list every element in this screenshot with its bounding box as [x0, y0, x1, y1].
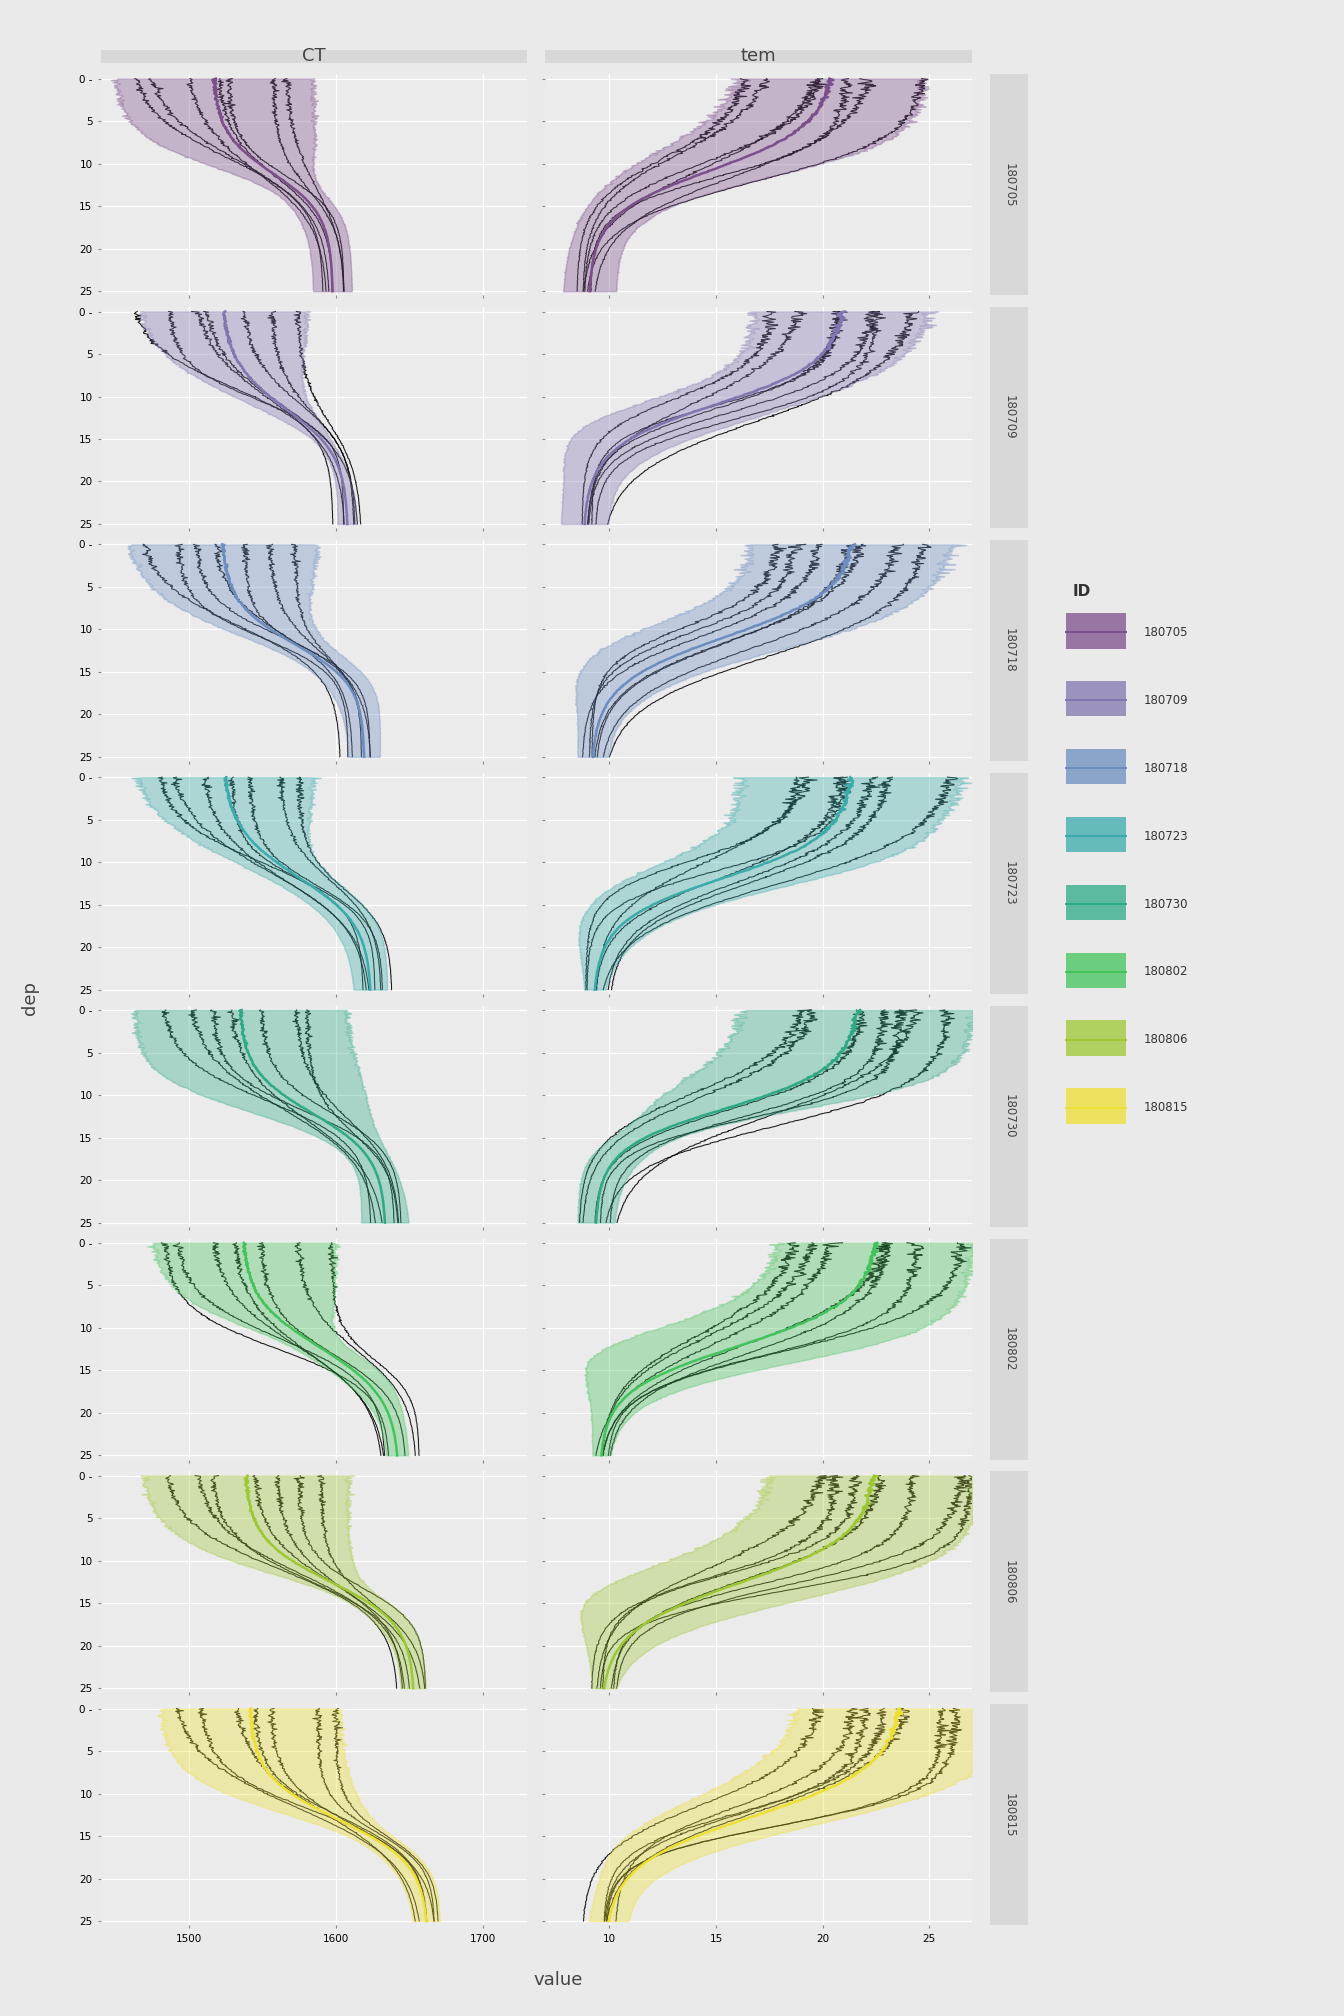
- Text: 180718: 180718: [1003, 629, 1016, 673]
- Text: 180730: 180730: [1003, 1095, 1016, 1139]
- Text: 180705: 180705: [1003, 163, 1016, 208]
- Text: 180718: 180718: [1144, 762, 1188, 774]
- Bar: [1066, 613, 1126, 649]
- Text: 180815: 180815: [1144, 1101, 1188, 1115]
- Text: ID: ID: [1073, 585, 1090, 599]
- Bar: [1066, 954, 1126, 988]
- Text: 180806: 180806: [1144, 1034, 1188, 1046]
- Bar: [1066, 1089, 1126, 1123]
- Text: 180709: 180709: [1144, 694, 1188, 708]
- Text: 180806: 180806: [1003, 1560, 1016, 1605]
- Text: 180802: 180802: [1003, 1327, 1016, 1371]
- Text: dep: dep: [20, 982, 39, 1014]
- Bar: [1066, 748, 1126, 784]
- Text: 180723: 180723: [1003, 861, 1016, 905]
- Text: value: value: [534, 1972, 582, 1988]
- Text: 180705: 180705: [1144, 625, 1188, 639]
- Bar: [1066, 1020, 1126, 1056]
- Text: 180723: 180723: [1144, 831, 1188, 843]
- Text: 180709: 180709: [1003, 395, 1016, 439]
- Text: 180730: 180730: [1144, 897, 1188, 911]
- Text: CT: CT: [302, 48, 327, 65]
- Bar: [1066, 816, 1126, 853]
- Text: 180802: 180802: [1144, 966, 1188, 978]
- Bar: [1066, 681, 1126, 716]
- Text: tem: tem: [741, 48, 777, 65]
- Text: 180815: 180815: [1003, 1792, 1016, 1837]
- Bar: [1066, 885, 1126, 919]
